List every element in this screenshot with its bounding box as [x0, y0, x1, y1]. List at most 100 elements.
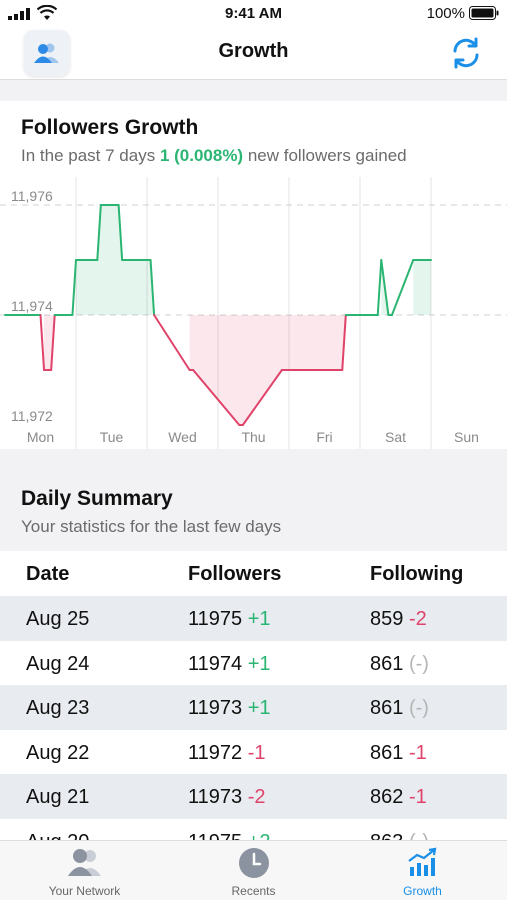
- area-loss: [189, 315, 194, 370]
- following-value: 863: [370, 831, 403, 841]
- followers-delta: +2: [248, 831, 271, 841]
- followers-growth-card: Followers Growth In the past 7 days 1 (0…: [0, 101, 507, 449]
- following-delta: -2: [408, 608, 427, 630]
- following-value: 862: [370, 786, 404, 808]
- chart-title: Followers Growth: [21, 116, 199, 139]
- cell-date: Aug 21: [26, 786, 90, 808]
- summary-table: Date Followers Following Aug 25 11975 +1 8…: [0, 551, 507, 840]
- x-tick-label: Thu: [241, 429, 265, 445]
- series-line-segment: [241, 369, 283, 426]
- area-gain: [122, 260, 151, 315]
- header-date: Date: [26, 563, 70, 585]
- x-tick-label: Sat: [385, 429, 406, 445]
- tab-label: Recents: [231, 884, 276, 898]
- status-time: 9:41 AM: [225, 5, 282, 22]
- area-loss: [44, 315, 52, 370]
- area-gain: [416, 260, 431, 315]
- y-tick-label: 11,972: [11, 408, 53, 424]
- series-line-segment: [380, 259, 390, 316]
- subtitle-suffix: new followers gained: [247, 146, 407, 165]
- battery-percent: 100%: [426, 5, 465, 22]
- cell-date: Aug 22: [26, 741, 90, 764]
- series-line-segment: [153, 314, 191, 371]
- status-bar: 9:41 AM 100%: [0, 0, 507, 28]
- cell-following: 862 -1: [370, 786, 427, 809]
- cell-date: Aug 24: [26, 652, 90, 675]
- followers-delta: +1: [247, 608, 271, 630]
- tab-your-network[interactable]: Your Network: [0, 841, 169, 900]
- table-header: Date Followers Following: [0, 551, 507, 596]
- people-icon: [67, 849, 101, 876]
- following-delta: (-): [408, 697, 429, 719]
- wifi-icon: [37, 5, 57, 20]
- cell-date: Aug 25: [26, 608, 90, 630]
- summary-title: Daily Summary: [21, 487, 173, 510]
- cell-date: Aug 20: [26, 831, 89, 841]
- x-tick-label: Mon: [27, 429, 54, 445]
- nav-bar: Growth: [0, 28, 507, 80]
- x-tick-label: Fri: [316, 429, 332, 445]
- cell-following: 861 -1: [370, 742, 427, 765]
- tab-bar: Your Network Recents Growth: [0, 840, 507, 900]
- followers-delta: +1: [247, 652, 271, 675]
- profile-button[interactable]: [24, 30, 70, 76]
- area-loss: [242, 315, 282, 425]
- tab-recents[interactable]: Recents: [169, 841, 338, 900]
- table-row: Aug 21 11973 -2 862 -1: [0, 774, 507, 819]
- series-line-segment: [96, 204, 102, 261]
- series-line-segment: [376, 259, 383, 316]
- followers-value: 11973: [188, 697, 243, 719]
- followers-delta: -2: [247, 786, 266, 808]
- cell-following: 861 (-): [370, 653, 429, 676]
- series-line-segment: [50, 314, 56, 371]
- clock-icon: [238, 848, 269, 878]
- series-line-segment: [341, 314, 347, 371]
- table-row: Aug 23 11973 +1 861 (-): [0, 685, 507, 730]
- followers-value: 11975: [188, 831, 242, 841]
- followers-delta: -1: [247, 741, 266, 764]
- daily-summary-header: Daily Summary Your statistics for the la…: [0, 471, 507, 551]
- table-row: Aug 20 11975 +2 863 (-): [0, 819, 507, 841]
- growth-chart-icon: [407, 847, 436, 876]
- following-value: 861: [370, 697, 404, 719]
- followers-value: 11974: [188, 652, 243, 675]
- cell-followers: 11975 +2: [188, 831, 271, 841]
- signal-icon: [8, 8, 30, 20]
- table-row: Aug 22 11972 -1 861 -1: [0, 730, 507, 775]
- tab-label: Your Network: [48, 884, 121, 898]
- refresh-icon: [453, 37, 479, 69]
- followers-value: 11972: [188, 741, 243, 764]
- cell-followers: 11972 -1: [188, 742, 266, 765]
- x-tick-label: Sun: [454, 429, 479, 445]
- cell-following: 863 (-): [370, 831, 429, 841]
- summary-subtitle: Your statistics for the last few days: [21, 517, 282, 536]
- following-delta: -1: [408, 786, 427, 808]
- following-value: 859: [370, 608, 404, 630]
- series-line-segment: [390, 259, 415, 316]
- series-line-segment: [71, 259, 77, 316]
- cell-following: 859 -2: [370, 608, 427, 631]
- cell-followers: 11975 +1: [188, 608, 271, 631]
- followers-chart[interactable]: 11,976 11,974 11,972 Mon Tue Wed Thu Fri Sat Sun: [0, 177, 507, 449]
- subtitle-prefix: In the past 7 days: [21, 146, 156, 165]
- battery-icon: [469, 6, 499, 20]
- followers-value: 11973: [188, 786, 243, 808]
- cell-following: 861 (-): [370, 697, 429, 720]
- cell-followers: 11973 +1: [188, 697, 271, 720]
- following-delta: (-): [409, 831, 429, 841]
- refresh-button[interactable]: [447, 34, 485, 72]
- people-icon: [34, 43, 59, 63]
- header-following: Following: [370, 563, 464, 585]
- following-value: 861: [370, 741, 404, 764]
- cell-followers: 11973 -2: [188, 786, 266, 809]
- following-delta: -1: [408, 741, 427, 764]
- area-gain: [76, 260, 98, 315]
- tab-label: Growth: [403, 884, 442, 898]
- page-title: Growth: [218, 40, 289, 62]
- tab-growth[interactable]: Growth: [338, 841, 507, 900]
- cell-date: Aug 23: [26, 697, 90, 719]
- x-tick-label: Tue: [100, 429, 124, 445]
- y-tick-label: 11,974: [11, 298, 53, 314]
- series-line-segment: [39, 314, 46, 371]
- followers-value: 11975: [188, 608, 243, 630]
